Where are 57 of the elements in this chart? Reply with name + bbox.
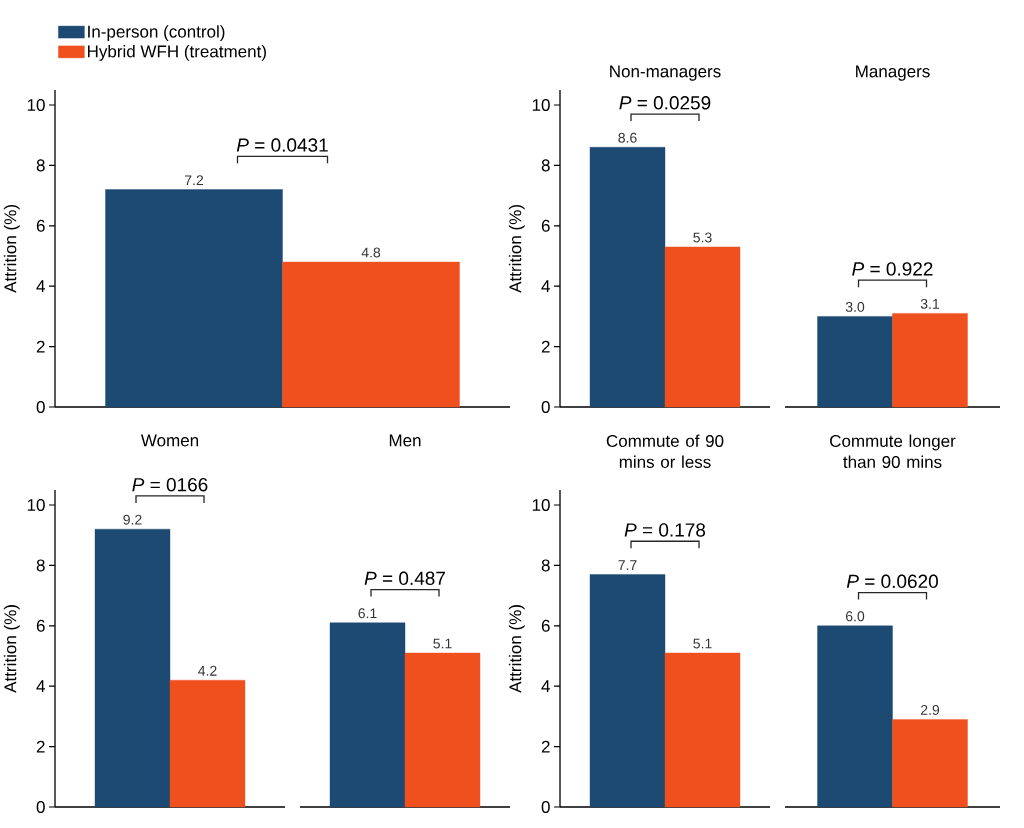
data-label: 8.6 <box>618 132 637 143</box>
y-tick-label: 10 <box>532 98 550 112</box>
y-tick-label: 10 <box>27 98 45 112</box>
y-tick-label: 2 <box>36 340 45 353</box>
data-label: 5.3 <box>693 232 712 243</box>
y-tick-label: 6 <box>36 219 45 232</box>
data-label: 5.1 <box>433 638 452 649</box>
data-label: 4.2 <box>198 665 217 676</box>
y-axis-title: Attrition (%) <box>508 205 525 293</box>
y-tick-label: 8 <box>36 159 45 172</box>
y-tick-label: 2 <box>36 740 45 753</box>
data-label: 7.7 <box>618 560 637 570</box>
y-tick-label: 2 <box>541 340 550 353</box>
y-tick-label: 8 <box>541 159 550 172</box>
data-label: 4.8 <box>361 247 381 258</box>
data-label: 6.0 <box>845 611 865 622</box>
y-axis-title: Attrition (%) <box>3 205 20 293</box>
text: P = 0.0620 <box>846 574 938 589</box>
data-label: 9.2 <box>123 514 142 525</box>
y-tick-label: 10 <box>27 498 45 512</box>
chart-title: Commute of 90 mins or less <box>606 434 724 468</box>
y-tick-label: 0 <box>36 800 45 814</box>
y-tick-label: 6 <box>541 619 550 632</box>
y-tick-label: 2 <box>541 740 550 753</box>
chart-title: Women <box>140 434 199 447</box>
y-tick-label: 4 <box>541 280 550 293</box>
y-tick-label: 8 <box>541 559 550 572</box>
data-label: 6.1 <box>358 608 377 619</box>
annotation: P = 0.0431 <box>236 138 328 152</box>
y-tick-label: 4 <box>36 680 45 693</box>
data-label: 3.1 <box>920 298 940 309</box>
legend-label: Hybrid WFH (treatment) <box>88 44 266 61</box>
y-tick-label: 0 <box>541 400 550 414</box>
data-label: 2.9 <box>920 704 940 715</box>
y-tick-label: 8 <box>36 559 45 572</box>
chart-title: Managers <box>856 65 930 81</box>
y-tick-label: 6 <box>541 219 550 232</box>
legend-label: In-person (control) <box>88 25 225 41</box>
data-label: 3.0 <box>845 301 865 312</box>
text: P = 0.487 <box>364 571 445 586</box>
chart-title: Non-managers <box>610 65 721 81</box>
chart-title: Men <box>389 434 421 447</box>
annotation: P = 0.178 <box>624 523 706 537</box>
y-axis-title: Attrition (%) <box>508 605 525 693</box>
chart-title: Commute longer than 90 mins <box>830 434 956 469</box>
y-tick-label: 6 <box>36 619 45 632</box>
y-axis-title: Attrition (%) <box>3 605 20 693</box>
annotation: P = 0.0259 <box>619 96 711 110</box>
data-label: 5.1 <box>693 638 712 649</box>
y-tick-label: 0 <box>541 800 550 814</box>
data-label: 7.2 <box>184 175 204 186</box>
y-tick-label: 4 <box>36 280 45 293</box>
y-tick-label: 10 <box>532 498 550 512</box>
text: P = 0.922 <box>852 262 933 276</box>
y-tick-label: 4 <box>541 680 550 693</box>
annotation: P = 0166 <box>132 477 208 492</box>
y-tick-label: 0 <box>36 400 45 414</box>
